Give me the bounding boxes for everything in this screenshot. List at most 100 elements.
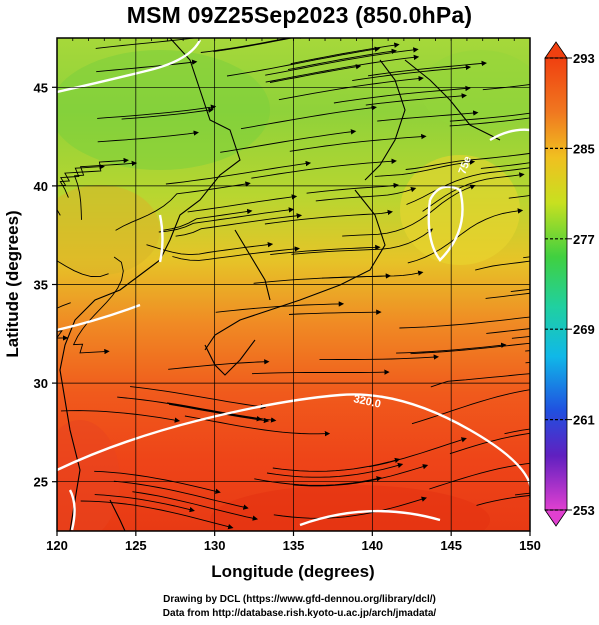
x-tick-label: 145 bbox=[440, 538, 462, 553]
streamline bbox=[289, 133, 427, 152]
streamline bbox=[265, 54, 420, 83]
streamline bbox=[475, 260, 530, 271]
x-tick-label: 140 bbox=[361, 538, 383, 553]
streamline bbox=[315, 187, 417, 202]
streamline bbox=[72, 256, 124, 355]
streamline bbox=[132, 491, 259, 521]
streamline bbox=[240, 105, 377, 130]
streamline bbox=[430, 373, 530, 388]
streamline bbox=[254, 476, 382, 486]
streamlines bbox=[57, 38, 530, 530]
streamline bbox=[264, 209, 393, 225]
colorbar-tick-label: 285 bbox=[573, 141, 595, 156]
streamline bbox=[113, 480, 249, 510]
streamline bbox=[365, 93, 467, 106]
streamline bbox=[175, 213, 303, 237]
streamline bbox=[449, 117, 530, 127]
x-tick-label: 120 bbox=[46, 538, 68, 553]
streamline bbox=[407, 208, 524, 264]
grid-lines bbox=[57, 38, 530, 531]
streamline bbox=[220, 129, 357, 153]
streamline bbox=[95, 38, 198, 49]
x-axis-title: Longitude (degrees) bbox=[211, 562, 374, 581]
streamline bbox=[215, 301, 345, 313]
y-tick-label: 30 bbox=[34, 376, 48, 391]
streamline bbox=[165, 160, 312, 185]
streamline bbox=[200, 38, 291, 53]
streamline bbox=[162, 208, 253, 231]
y-axis-title: Latitude (degrees) bbox=[3, 210, 22, 357]
streamline bbox=[480, 162, 530, 169]
streamline bbox=[253, 273, 392, 284]
streamline bbox=[96, 59, 198, 73]
streamline bbox=[57, 260, 109, 278]
streamline bbox=[410, 342, 530, 355]
streamline bbox=[57, 302, 71, 341]
streamline bbox=[352, 64, 472, 82]
colorbar-top-arrow bbox=[544, 41, 568, 59]
streamline bbox=[485, 292, 530, 299]
streamline bbox=[342, 184, 476, 237]
streamline bbox=[168, 359, 270, 370]
streamline bbox=[374, 159, 476, 177]
colorbar-bottom-arrow bbox=[544, 509, 568, 527]
streamline bbox=[269, 64, 362, 83]
contour-label-320: 320.0 bbox=[352, 393, 381, 410]
streamline bbox=[273, 496, 427, 519]
streamline bbox=[130, 386, 267, 410]
colorbar-tick-label: 277 bbox=[573, 232, 595, 247]
streamline bbox=[476, 495, 530, 506]
streamline bbox=[121, 107, 214, 120]
contour-label-75e: 75e bbox=[457, 155, 475, 176]
streamline bbox=[94, 470, 221, 494]
x-tick-label: 130 bbox=[204, 538, 226, 553]
streamline bbox=[504, 428, 530, 435]
streamline bbox=[146, 241, 274, 256]
colorbar-tick-label: 269 bbox=[573, 322, 595, 337]
streamline bbox=[510, 288, 530, 293]
colorbar-tick-label: 253 bbox=[573, 503, 595, 518]
x-tick-label: 135 bbox=[283, 538, 305, 553]
y-tick-label: 40 bbox=[34, 179, 48, 194]
streamline bbox=[117, 396, 263, 422]
streamline bbox=[291, 228, 434, 255]
streamline bbox=[265, 47, 419, 76]
y-tick-label: 35 bbox=[34, 278, 48, 293]
coastlines bbox=[59, 38, 501, 531]
streamline bbox=[399, 316, 530, 329]
streamline bbox=[97, 130, 199, 143]
streamline bbox=[184, 415, 331, 437]
streamline bbox=[172, 246, 300, 261]
colorbar: 293 285 277 269 261 253 bbox=[544, 41, 595, 527]
streamline bbox=[449, 112, 530, 122]
streamline bbox=[369, 437, 467, 468]
streamline bbox=[288, 309, 382, 315]
streamline bbox=[168, 403, 270, 424]
y-axis: 25 30 35 40 45 bbox=[34, 80, 57, 490]
y-tick-label: 45 bbox=[34, 80, 48, 95]
streamline bbox=[80, 500, 234, 530]
streamline bbox=[187, 194, 298, 213]
contour-lines bbox=[57, 39, 530, 531]
streamline bbox=[406, 167, 530, 205]
streamline bbox=[226, 46, 381, 77]
streamline bbox=[486, 328, 530, 334]
streamline bbox=[167, 402, 277, 423]
streamline bbox=[213, 38, 305, 53]
streamline bbox=[270, 244, 381, 256]
streamline bbox=[97, 104, 217, 119]
credit-data-source: Data from http://database.rish.kyoto-u.a… bbox=[162, 608, 437, 619]
streamline bbox=[266, 462, 404, 478]
streamline bbox=[115, 181, 251, 231]
streamline bbox=[411, 386, 530, 425]
streamline bbox=[158, 207, 295, 233]
streamline bbox=[482, 84, 530, 91]
streamline bbox=[73, 160, 138, 220]
colorbar-tick-label: 293 bbox=[573, 51, 595, 66]
streamline bbox=[94, 494, 195, 513]
streamline bbox=[333, 85, 471, 104]
map-title: MSM 09Z25Sep2023 (850.0hPa) bbox=[126, 2, 473, 28]
streamline bbox=[306, 182, 399, 194]
credit-drawing: Drawing by DCL (https://www.gfd-dennou.o… bbox=[163, 594, 436, 605]
